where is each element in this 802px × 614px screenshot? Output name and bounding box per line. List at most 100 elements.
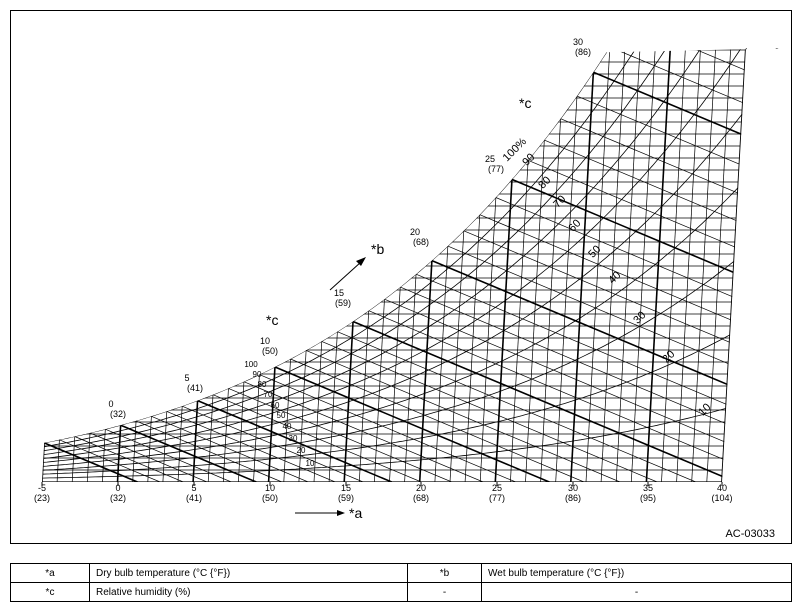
legend-row: *c Relative humidity (%) - - xyxy=(10,582,792,602)
dry-bulb-line xyxy=(207,48,233,482)
wet-bulb-line xyxy=(166,411,336,482)
rh-label-small: 90 xyxy=(253,370,262,379)
rh-label-small: 70 xyxy=(264,390,273,399)
dry-bulb-line xyxy=(147,48,172,482)
saturation-label-c: 15 xyxy=(334,288,344,298)
axis-label-c: 35 xyxy=(643,483,653,493)
legend-row: *a Dry bulb temperature (°C {°F}) *b Wet… xyxy=(10,563,792,583)
dry-bulb-line xyxy=(298,48,324,482)
axis-label-f: (32) xyxy=(110,493,126,503)
rh-label-small: 40 xyxy=(283,422,292,431)
wet-bulb-line xyxy=(274,366,550,482)
rh-label-small: 50 xyxy=(277,411,286,420)
rh-label-small: 10 xyxy=(306,459,315,468)
rh-label-large: 40 xyxy=(606,269,623,286)
saturation-label-f: (32) xyxy=(110,409,126,419)
axis-label-c: -5 xyxy=(38,483,46,493)
axis-label-c: 30 xyxy=(568,483,578,493)
dry-bulb-line xyxy=(676,48,701,482)
cell: - xyxy=(407,582,482,602)
dry-bulb-line xyxy=(645,48,672,482)
figure-id: AC-03033 xyxy=(725,528,775,540)
dry-bulb-line xyxy=(434,48,460,482)
axis-label-f: (41) xyxy=(186,493,202,503)
saturation-label-f: (77) xyxy=(488,164,504,174)
wet-bulb-line xyxy=(431,259,773,404)
cell: *c xyxy=(10,582,90,602)
wet-bulb-line xyxy=(321,341,658,482)
saturation-label-f: (86) xyxy=(575,47,591,57)
wet-bulb-line xyxy=(89,432,208,482)
dry-bulb-line xyxy=(162,48,188,482)
saturation-label-c: 20 xyxy=(410,227,420,237)
dry-bulb-line xyxy=(358,48,384,482)
wet-bulb-line xyxy=(511,178,779,292)
axis-label-f: (95) xyxy=(640,493,656,503)
wet-bulb-line xyxy=(105,428,232,482)
dry-bulb-line xyxy=(313,48,339,482)
saturation-label-c: 25 xyxy=(485,154,495,164)
wet-bulb-line xyxy=(352,320,737,482)
axis-label-f: (50) xyxy=(262,493,278,503)
wet-bulb-line xyxy=(197,399,393,482)
axis-label-c: 40 xyxy=(717,483,727,493)
rh-curve xyxy=(43,48,637,448)
cell: Wet bulb temperature (°C {°F}) xyxy=(481,563,792,583)
rh-label-large: 60 xyxy=(566,217,583,234)
wet-bulb-line xyxy=(135,420,283,482)
axis-label-f: (104) xyxy=(711,493,732,503)
wet-bulb-line xyxy=(415,273,771,424)
saturation-label-c: 10 xyxy=(260,336,270,346)
cell: Relative humidity (%) xyxy=(89,582,408,602)
axis-label-c: 20 xyxy=(416,483,426,493)
rh-label-small: 20 xyxy=(297,446,306,455)
rh-label-small: 100 xyxy=(244,360,258,369)
dry-bulb-line xyxy=(328,48,354,482)
arrow-b-head xyxy=(356,257,366,266)
dry-bulb-line xyxy=(510,48,535,482)
dry-bulb-line xyxy=(464,48,490,482)
wet-bulb-line xyxy=(368,310,768,479)
wet-bulb-line xyxy=(120,424,257,482)
marker-c: *c xyxy=(266,312,278,328)
wet-bulb-line xyxy=(527,159,780,266)
axis-label-c: 5 xyxy=(191,483,196,493)
dry-bulb-line xyxy=(42,48,67,482)
axis-label-f: (77) xyxy=(489,493,505,503)
saturation-label-c: 0 xyxy=(108,399,113,409)
wet-bulb-line xyxy=(212,394,422,482)
dry-bulb-line xyxy=(56,48,82,482)
rh-curve xyxy=(42,260,735,471)
dry-bulb-line xyxy=(721,48,747,482)
wet-bulb-line xyxy=(642,48,792,55)
wet-bulb-line xyxy=(74,436,184,482)
arrow-a-head xyxy=(337,510,345,516)
chart-panel: -5(23)0(32)5(41)10(50)15(59)20(68)25(77)… xyxy=(10,10,792,544)
rh-label-small: 60 xyxy=(271,401,280,410)
arrow-b xyxy=(329,261,362,291)
dry-bulb-line xyxy=(177,48,203,482)
saturation-label-f: (59) xyxy=(335,298,351,308)
dry-bulb-line xyxy=(615,48,641,482)
wet-bulb-line xyxy=(447,245,773,383)
wet-bulb-line xyxy=(182,405,364,482)
dry-bulb-line xyxy=(630,48,656,482)
rh-curve xyxy=(42,408,727,479)
axis-label-f: (86) xyxy=(565,493,581,503)
rh-curve xyxy=(43,48,743,459)
wet-bulb-line xyxy=(59,439,161,482)
rh-curve xyxy=(43,113,743,463)
axis-label-f: (59) xyxy=(338,493,354,503)
wet-bulb-line xyxy=(243,381,484,482)
wet-bulb-line xyxy=(337,331,696,482)
dry-bulb-line xyxy=(343,48,369,482)
cell: *b xyxy=(407,563,482,583)
rh-curve xyxy=(42,334,731,475)
rh-label-small: 30 xyxy=(289,434,298,443)
wet-bulb-line xyxy=(305,350,621,482)
wet-bulb-line xyxy=(479,214,776,339)
marker-b: *b xyxy=(371,241,384,257)
axis-label-c: 0 xyxy=(115,483,120,493)
wet-bulb-line xyxy=(495,197,777,316)
